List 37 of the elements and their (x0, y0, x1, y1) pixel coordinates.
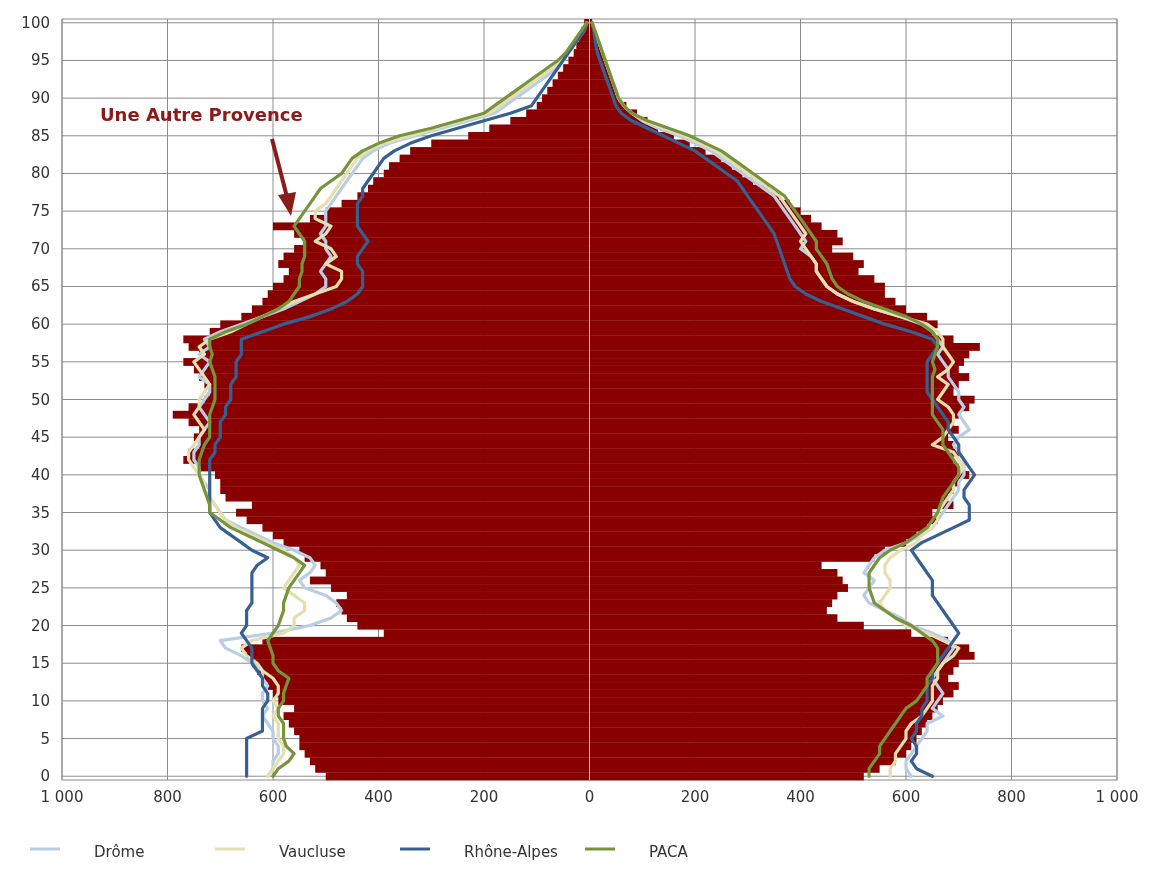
legend-label: PACA (649, 843, 689, 861)
x-tick-label: 800 (153, 788, 182, 806)
y-tick-label: 25 (30, 578, 50, 597)
y-tick-label: 100 (21, 13, 50, 32)
y-tick-label: 65 (30, 277, 50, 296)
y-tick-label: 20 (30, 616, 50, 635)
x-tick-label: 1 000 (40, 788, 84, 806)
legend-label: Rhône-Alpes (464, 843, 559, 861)
y-tick-label: 35 (30, 503, 50, 522)
x-tick-label: 400 (786, 788, 815, 806)
y-tick-label: 15 (30, 654, 50, 673)
y-tick-label: 55 (30, 352, 50, 371)
x-tick-label: 200 (469, 788, 499, 806)
legend-label: Drôme (94, 843, 145, 861)
x-tick-label: 600 (891, 788, 921, 806)
x-tick-label: 0 (584, 788, 595, 806)
y-tick-label: 60 (30, 315, 50, 334)
y-tick-label: 40 (30, 465, 50, 484)
y-tick-label: 85 (30, 126, 50, 145)
annotation: Une Autre Provence (100, 104, 303, 125)
y-tick-label: 75 (30, 202, 50, 221)
y-tick-label: 70 (30, 239, 50, 258)
y-tick-label: 90 (30, 89, 50, 108)
y-tick-label: 0 (40, 767, 50, 786)
y-tick-label: 5 (40, 729, 50, 748)
y-tick-label: 95 (30, 51, 50, 70)
x-tick-label: 1 000 (1095, 788, 1139, 806)
x-tick-label: 400 (364, 788, 393, 806)
y-tick-label: 30 (30, 541, 50, 560)
x-tick-label: 200 (680, 788, 710, 806)
x-tick-label: 800 (997, 788, 1026, 806)
x-tick-label: 600 (258, 788, 288, 806)
legend-label: Vaucluse (279, 843, 346, 861)
y-tick-label: 10 (30, 691, 50, 710)
y-tick-label: 45 (30, 428, 50, 447)
y-tick-label: 80 (30, 164, 50, 183)
y-tick-label: 50 (30, 390, 50, 409)
